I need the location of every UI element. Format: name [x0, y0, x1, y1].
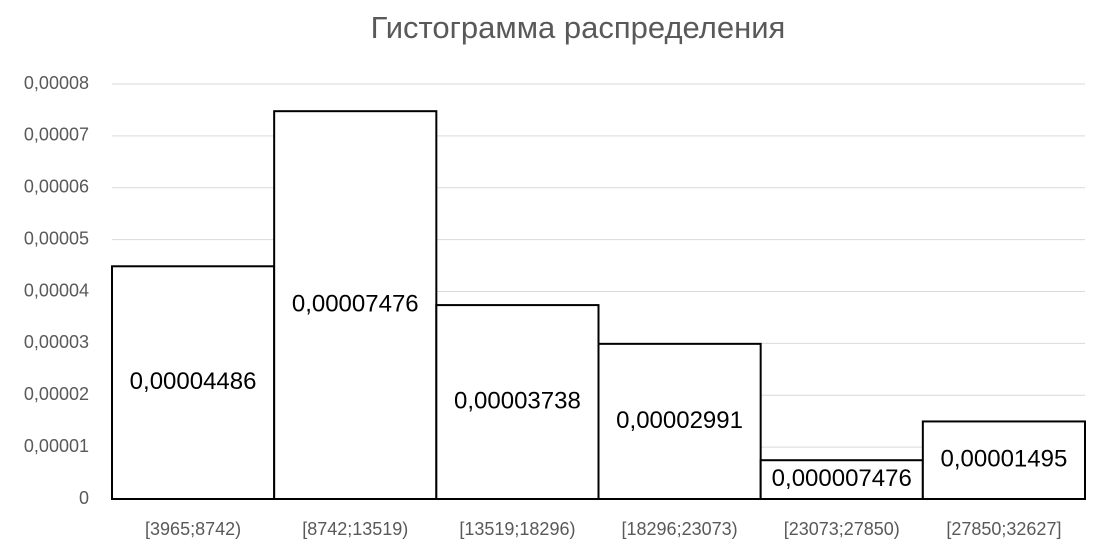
x-tick-label: [18296;23073) [622, 519, 738, 539]
x-tick-label: [13519;18296) [459, 519, 575, 539]
x-tick-label: [27850;32627] [946, 519, 1061, 539]
value-label: 0,00004486 [130, 368, 257, 395]
bar [759, 459, 924, 501]
x-tick-label: [3965;8742) [145, 519, 241, 539]
value-label: 0,00002991 [616, 407, 743, 434]
x-tick-label: [8742;13519) [302, 519, 408, 539]
y-tick-label: 0,00006 [24, 177, 89, 197]
y-tick-label: 0,00001 [24, 436, 89, 456]
bar [435, 304, 600, 500]
bar [597, 342, 762, 501]
bar [921, 420, 1086, 500]
value-label: 0,00001495 [941, 446, 1068, 473]
value-label: 0,00003738 [454, 387, 581, 414]
value-label: 0,00007476 [292, 290, 419, 317]
value-label: 0,000007476 [772, 465, 912, 492]
chart-title: Гистограмма распределения [371, 10, 786, 45]
y-tick-label: 0,00007 [24, 125, 89, 145]
y-tick-label: 0,00008 [24, 73, 89, 93]
x-tick-label: [23073;27850) [784, 519, 900, 539]
y-tick-label: 0,00005 [24, 228, 89, 248]
y-tick-label: 0,00002 [24, 384, 89, 404]
y-tick-label: 0,00003 [24, 332, 89, 352]
y-tick-label: 0,00004 [24, 280, 89, 300]
y-tick-label: 0 [79, 488, 89, 508]
bar [273, 110, 438, 501]
